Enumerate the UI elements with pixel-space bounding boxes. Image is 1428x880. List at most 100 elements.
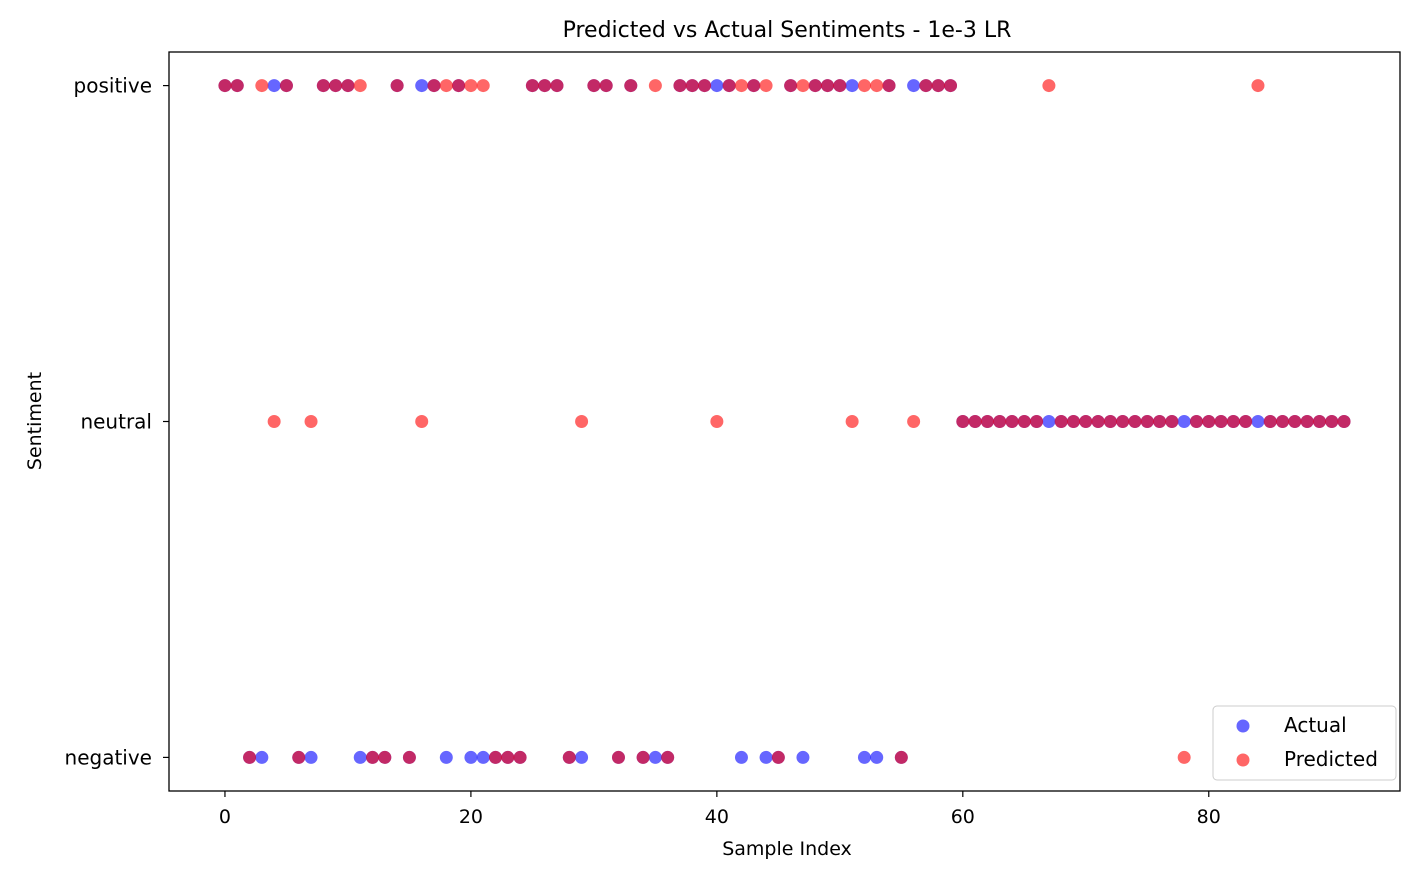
predicted-point xyxy=(329,79,343,93)
predicted-point xyxy=(1017,415,1031,428)
predicted-point xyxy=(968,415,982,428)
predicted-point xyxy=(316,79,330,93)
actual-point xyxy=(353,750,367,764)
predicted-point xyxy=(1189,415,1203,428)
predicted-point xyxy=(1263,415,1277,428)
x-axis-label: Sample Index xyxy=(722,838,852,860)
predicted-point xyxy=(243,750,257,764)
predicted-point xyxy=(759,79,773,93)
predicted-point xyxy=(784,79,798,93)
points-layer xyxy=(218,79,1351,764)
predicted-point xyxy=(464,79,478,93)
predicted-point xyxy=(882,79,896,93)
predicted-point xyxy=(1251,79,1265,93)
legend-actual-marker xyxy=(1236,719,1250,733)
predicted-point xyxy=(980,415,994,428)
y-tick-label: neutral xyxy=(80,410,152,434)
predicted-point xyxy=(1116,415,1130,428)
actual-point xyxy=(857,750,871,764)
predicted-point xyxy=(1103,415,1117,428)
legend: Actual Predicted xyxy=(1212,705,1397,781)
actual-point xyxy=(648,750,662,764)
predicted-point xyxy=(710,415,724,428)
actual-point xyxy=(734,750,748,764)
predicted-point xyxy=(501,750,515,764)
actual-point xyxy=(759,750,773,764)
predicted-point xyxy=(870,79,884,93)
predicted-point xyxy=(1067,415,1080,428)
predicted-point xyxy=(550,79,564,93)
actual-point xyxy=(1251,415,1265,428)
actual-point xyxy=(1042,415,1056,428)
predicted-point xyxy=(279,79,293,93)
predicted-point xyxy=(587,79,601,93)
predicted-point xyxy=(808,79,822,93)
predicted-point xyxy=(685,79,699,93)
predicted-point xyxy=(538,79,552,93)
actual-point xyxy=(304,750,318,764)
predicted-point xyxy=(230,79,244,93)
actual-point xyxy=(255,750,269,764)
predicted-point xyxy=(452,79,466,93)
predicted-point xyxy=(698,79,712,93)
predicted-point xyxy=(845,415,859,428)
x-tick-label: 80 xyxy=(1197,806,1221,828)
predicted-point xyxy=(993,415,1007,428)
predicted-point xyxy=(1079,415,1093,428)
predicted-point xyxy=(1153,415,1167,428)
series-predicted xyxy=(218,79,1351,764)
predicted-point xyxy=(255,79,269,93)
predicted-point xyxy=(1239,415,1253,428)
predicted-point xyxy=(1300,415,1314,428)
predicted-point xyxy=(1288,415,1302,428)
predicted-point xyxy=(218,79,232,93)
predicted-point xyxy=(341,79,355,93)
predicted-point xyxy=(931,79,945,93)
actual-point xyxy=(796,750,810,764)
actual-point xyxy=(710,79,724,93)
predicted-point xyxy=(427,79,441,93)
x-tick-label: 40 xyxy=(705,806,729,828)
predicted-point xyxy=(562,750,576,764)
predicted-point xyxy=(636,750,650,764)
predicted-point xyxy=(1042,79,1056,93)
x-tick-label: 20 xyxy=(459,806,483,828)
x-axis-ticks: 0 20 40 60 80 xyxy=(219,791,1221,828)
y-tick-label: positive xyxy=(74,74,152,98)
predicted-point xyxy=(1214,415,1228,428)
predicted-point xyxy=(513,750,527,764)
predicted-point xyxy=(390,79,404,93)
actual-point xyxy=(476,750,490,764)
predicted-point xyxy=(722,79,736,93)
predicted-point xyxy=(919,79,933,93)
predicted-point xyxy=(439,79,453,93)
actual-point xyxy=(575,750,589,764)
predicted-point xyxy=(378,750,392,764)
predicted-point xyxy=(353,79,367,93)
predicted-point xyxy=(489,750,502,764)
predicted-point xyxy=(599,79,613,93)
predicted-point xyxy=(1337,415,1351,428)
predicted-point xyxy=(956,415,970,428)
predicted-point xyxy=(415,415,429,428)
actual-point xyxy=(1177,415,1191,428)
actual-point xyxy=(907,79,921,93)
predicted-point xyxy=(1091,415,1105,428)
predicted-point xyxy=(833,79,847,93)
actual-point xyxy=(267,79,281,93)
predicted-point xyxy=(1030,415,1044,428)
chart-title: Predicted vs Actual Sentiments - 1e-3 LR xyxy=(563,18,1012,43)
predicted-point xyxy=(648,79,662,93)
legend-predicted-marker xyxy=(1236,753,1250,767)
predicted-point xyxy=(624,79,638,93)
predicted-point xyxy=(1177,750,1191,764)
actual-point xyxy=(845,79,859,93)
y-axis-label: Sentiment xyxy=(24,372,46,470)
predicted-point xyxy=(907,415,921,428)
predicted-point xyxy=(1325,415,1339,428)
predicted-point xyxy=(894,750,908,764)
predicted-point xyxy=(292,750,306,764)
predicted-point xyxy=(366,750,380,764)
predicted-point xyxy=(1140,415,1154,428)
